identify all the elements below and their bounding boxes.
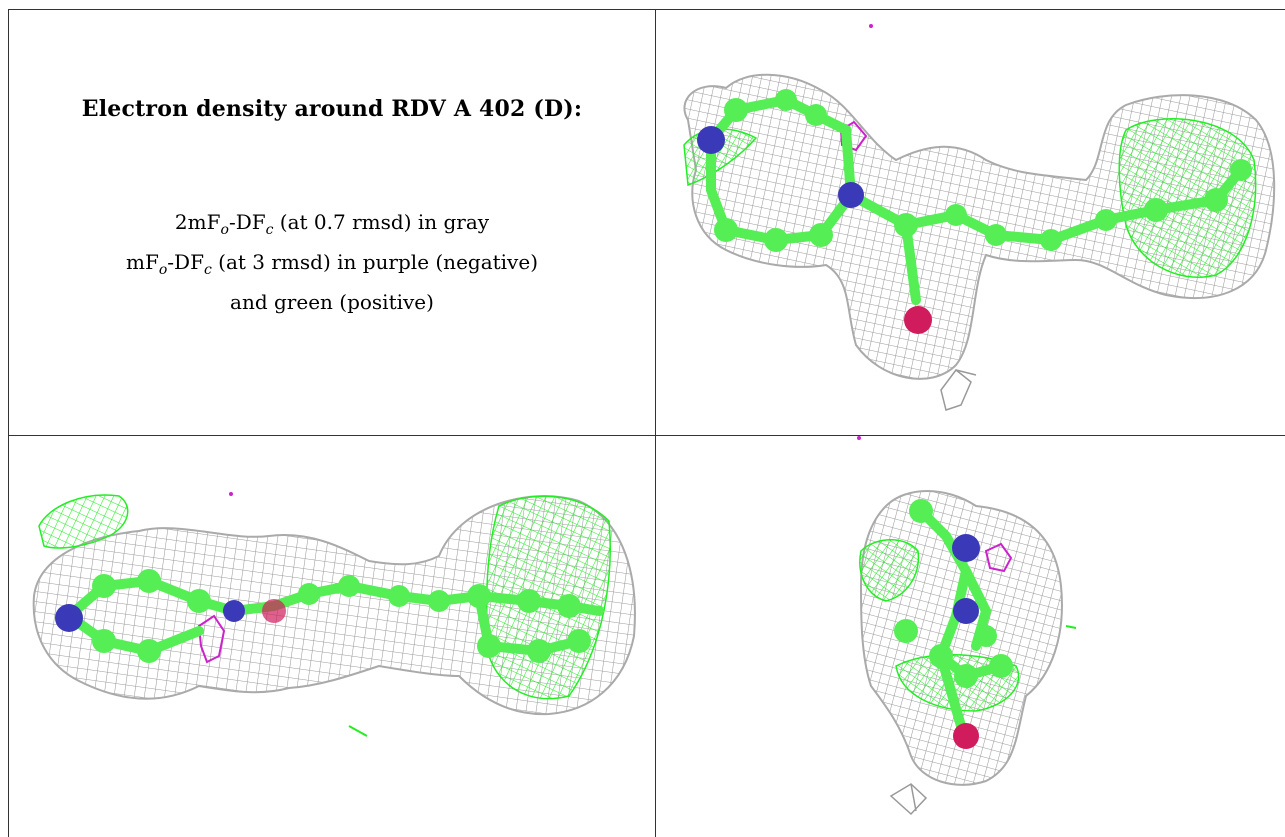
legend-subscript: o [220,222,229,238]
legend-subscript: o [158,262,168,278]
legend-text: (at 0.7 rmsd) in gray [273,210,490,234]
table-border-top [8,9,1285,10]
purple-negative-mesh [984,542,1013,573]
table-border-left [8,9,9,837]
stray-negative-peak [857,436,861,440]
density-render-1 [683,24,1276,411]
legend-line-colors: and green (positive) [230,290,434,314]
legend-text: 2mF [174,210,221,234]
legend-text: -DF [228,210,266,234]
figure-title: Electron density around RDV A 402 (D): [81,96,583,122]
legend-text: -DF [167,250,204,274]
density-render-3 [857,436,1077,816]
atoms [697,89,1252,334]
stray-negative-peak [229,492,233,496]
table-divider-horizontal [8,435,1285,436]
figure-legend: 2mFo-DFc (at 0.7 rmsd) in gray mFo-DFc (… [9,206,655,318]
density-view-3 [656,436,1285,837]
stray-negative-peak [869,24,873,28]
table-divider-vertical [655,9,656,837]
purple-negative-mesh [839,120,868,152]
atoms [894,499,1013,749]
purple-negative-mesh [197,614,226,664]
legend-text: (at 3 rmsd) in purple (negative) [211,250,538,274]
stray-fragment [889,783,928,816]
density-view-2 [9,436,655,837]
density-view-1 [656,10,1285,434]
legend-text: mF [126,250,159,274]
legend-line-mfo: mFo-DFc (at 3 rmsd) in purple (negative) [9,246,655,286]
stray-fragment [940,368,977,411]
caption-cell: Electron density around RDV A 402 (D): 2… [9,10,655,434]
atoms [55,569,591,663]
legend-subscript: c [265,222,274,238]
legend-line-2mfo: 2mFo-DFc (at 0.7 rmsd) in gray [9,206,655,246]
density-render-2 [32,492,636,737]
legend-subscript: c [203,262,212,278]
gray-density-mesh [32,495,636,716]
